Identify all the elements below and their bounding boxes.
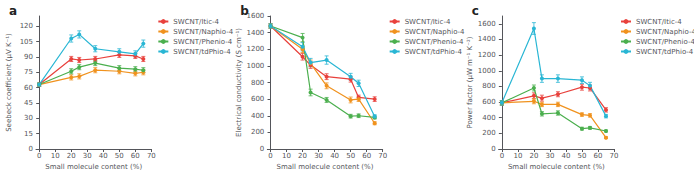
svg-text:c: c bbox=[472, 4, 479, 18]
svg-text:10: 10 bbox=[51, 152, 60, 160]
svg-text:800: 800 bbox=[482, 82, 495, 90]
svg-text:70: 70 bbox=[147, 152, 156, 160]
svg-text:50: 50 bbox=[578, 152, 587, 160]
svg-text:10: 10 bbox=[282, 152, 291, 160]
svg-text:400: 400 bbox=[482, 114, 495, 122]
svg-text:1200: 1200 bbox=[247, 45, 265, 53]
svg-text:a: a bbox=[9, 4, 17, 18]
svg-text:105: 105 bbox=[20, 38, 33, 46]
svg-text:SWCNT/tdPhio-4: SWCNT/tdPhio-4 bbox=[173, 48, 231, 56]
svg-text:SWCNT/Itic-4: SWCNT/Itic-4 bbox=[405, 18, 451, 26]
svg-text:SWCNT/Naphio-4: SWCNT/Naphio-4 bbox=[173, 28, 233, 36]
svg-text:10: 10 bbox=[513, 152, 522, 160]
svg-text:20: 20 bbox=[298, 152, 307, 160]
svg-text:1000: 1000 bbox=[478, 67, 496, 75]
svg-text:50: 50 bbox=[346, 152, 355, 160]
svg-text:30: 30 bbox=[545, 152, 554, 160]
svg-text:20: 20 bbox=[67, 152, 76, 160]
svg-text:SWCNT/Phenio-4: SWCNT/Phenio-4 bbox=[405, 38, 464, 46]
svg-text:Small molecule content (%): Small molecule content (%) bbox=[508, 163, 605, 171]
svg-text:SWCNT/Phenio-4: SWCNT/Phenio-4 bbox=[636, 38, 694, 46]
svg-text:60: 60 bbox=[362, 152, 371, 160]
svg-text:0: 0 bbox=[500, 152, 504, 160]
svg-text:200: 200 bbox=[482, 129, 495, 137]
svg-text:200: 200 bbox=[251, 128, 264, 136]
svg-text:90: 90 bbox=[24, 53, 33, 61]
svg-text:0: 0 bbox=[268, 152, 272, 160]
svg-text:Power factor (μW m⁻¹ K⁻²): Power factor (μW m⁻¹ K⁻²) bbox=[466, 36, 474, 128]
svg-text:1400: 1400 bbox=[247, 29, 265, 37]
svg-text:1600: 1600 bbox=[247, 12, 265, 20]
svg-text:60: 60 bbox=[131, 152, 140, 160]
svg-text:0: 0 bbox=[37, 152, 41, 160]
svg-text:70: 70 bbox=[610, 152, 619, 160]
svg-text:600: 600 bbox=[482, 98, 495, 106]
svg-text:SWCNT/tdPhio-4: SWCNT/tdPhio-4 bbox=[636, 48, 694, 56]
svg-text:45: 45 bbox=[24, 99, 33, 107]
svg-text:b: b bbox=[240, 4, 249, 18]
svg-text:Small molecule content (%): Small molecule content (%) bbox=[45, 163, 142, 171]
svg-text:30: 30 bbox=[83, 152, 92, 160]
svg-text:SWCNT/Phenio-4: SWCNT/Phenio-4 bbox=[173, 38, 232, 46]
svg-text:120: 120 bbox=[20, 22, 33, 30]
svg-text:SWCNT/Naphio-4: SWCNT/Naphio-4 bbox=[405, 28, 465, 36]
svg-text:SWCNT/Itic-4: SWCNT/Itic-4 bbox=[173, 18, 219, 26]
svg-text:20: 20 bbox=[529, 152, 538, 160]
svg-text:50: 50 bbox=[115, 152, 124, 160]
svg-text:30: 30 bbox=[24, 114, 33, 122]
svg-text:0: 0 bbox=[29, 145, 33, 153]
svg-text:0: 0 bbox=[260, 145, 264, 153]
svg-text:70: 70 bbox=[378, 152, 387, 160]
svg-text:SWCNT/tdPhio-4: SWCNT/tdPhio-4 bbox=[405, 48, 463, 56]
svg-text:75: 75 bbox=[24, 68, 33, 76]
svg-text:60: 60 bbox=[24, 84, 33, 92]
svg-text:60: 60 bbox=[594, 152, 603, 160]
svg-text:400: 400 bbox=[251, 112, 264, 120]
svg-text:1600: 1600 bbox=[478, 20, 496, 28]
svg-text:30: 30 bbox=[314, 152, 323, 160]
svg-text:40: 40 bbox=[99, 152, 108, 160]
svg-text:40: 40 bbox=[561, 152, 570, 160]
svg-text:SWCNT/Itic-4: SWCNT/Itic-4 bbox=[636, 18, 682, 26]
svg-text:1000: 1000 bbox=[247, 62, 265, 70]
svg-text:600: 600 bbox=[251, 95, 264, 103]
svg-text:800: 800 bbox=[251, 79, 264, 87]
svg-text:0: 0 bbox=[491, 145, 495, 153]
svg-text:1400: 1400 bbox=[478, 35, 496, 43]
svg-text:1200: 1200 bbox=[478, 51, 496, 59]
svg-text:SWCNT/Naphio-4: SWCNT/Naphio-4 bbox=[636, 28, 694, 36]
svg-text:40: 40 bbox=[330, 152, 339, 160]
svg-text:Seebeck coefficient (μV K⁻¹): Seebeck coefficient (μV K⁻¹) bbox=[5, 33, 13, 132]
svg-text:15: 15 bbox=[24, 130, 33, 138]
svg-text:Small molecule content (%): Small molecule content (%) bbox=[277, 163, 374, 171]
svg-text:Electrical conductivity (S cm⁻: Electrical conductivity (S cm⁻¹) bbox=[235, 28, 243, 137]
